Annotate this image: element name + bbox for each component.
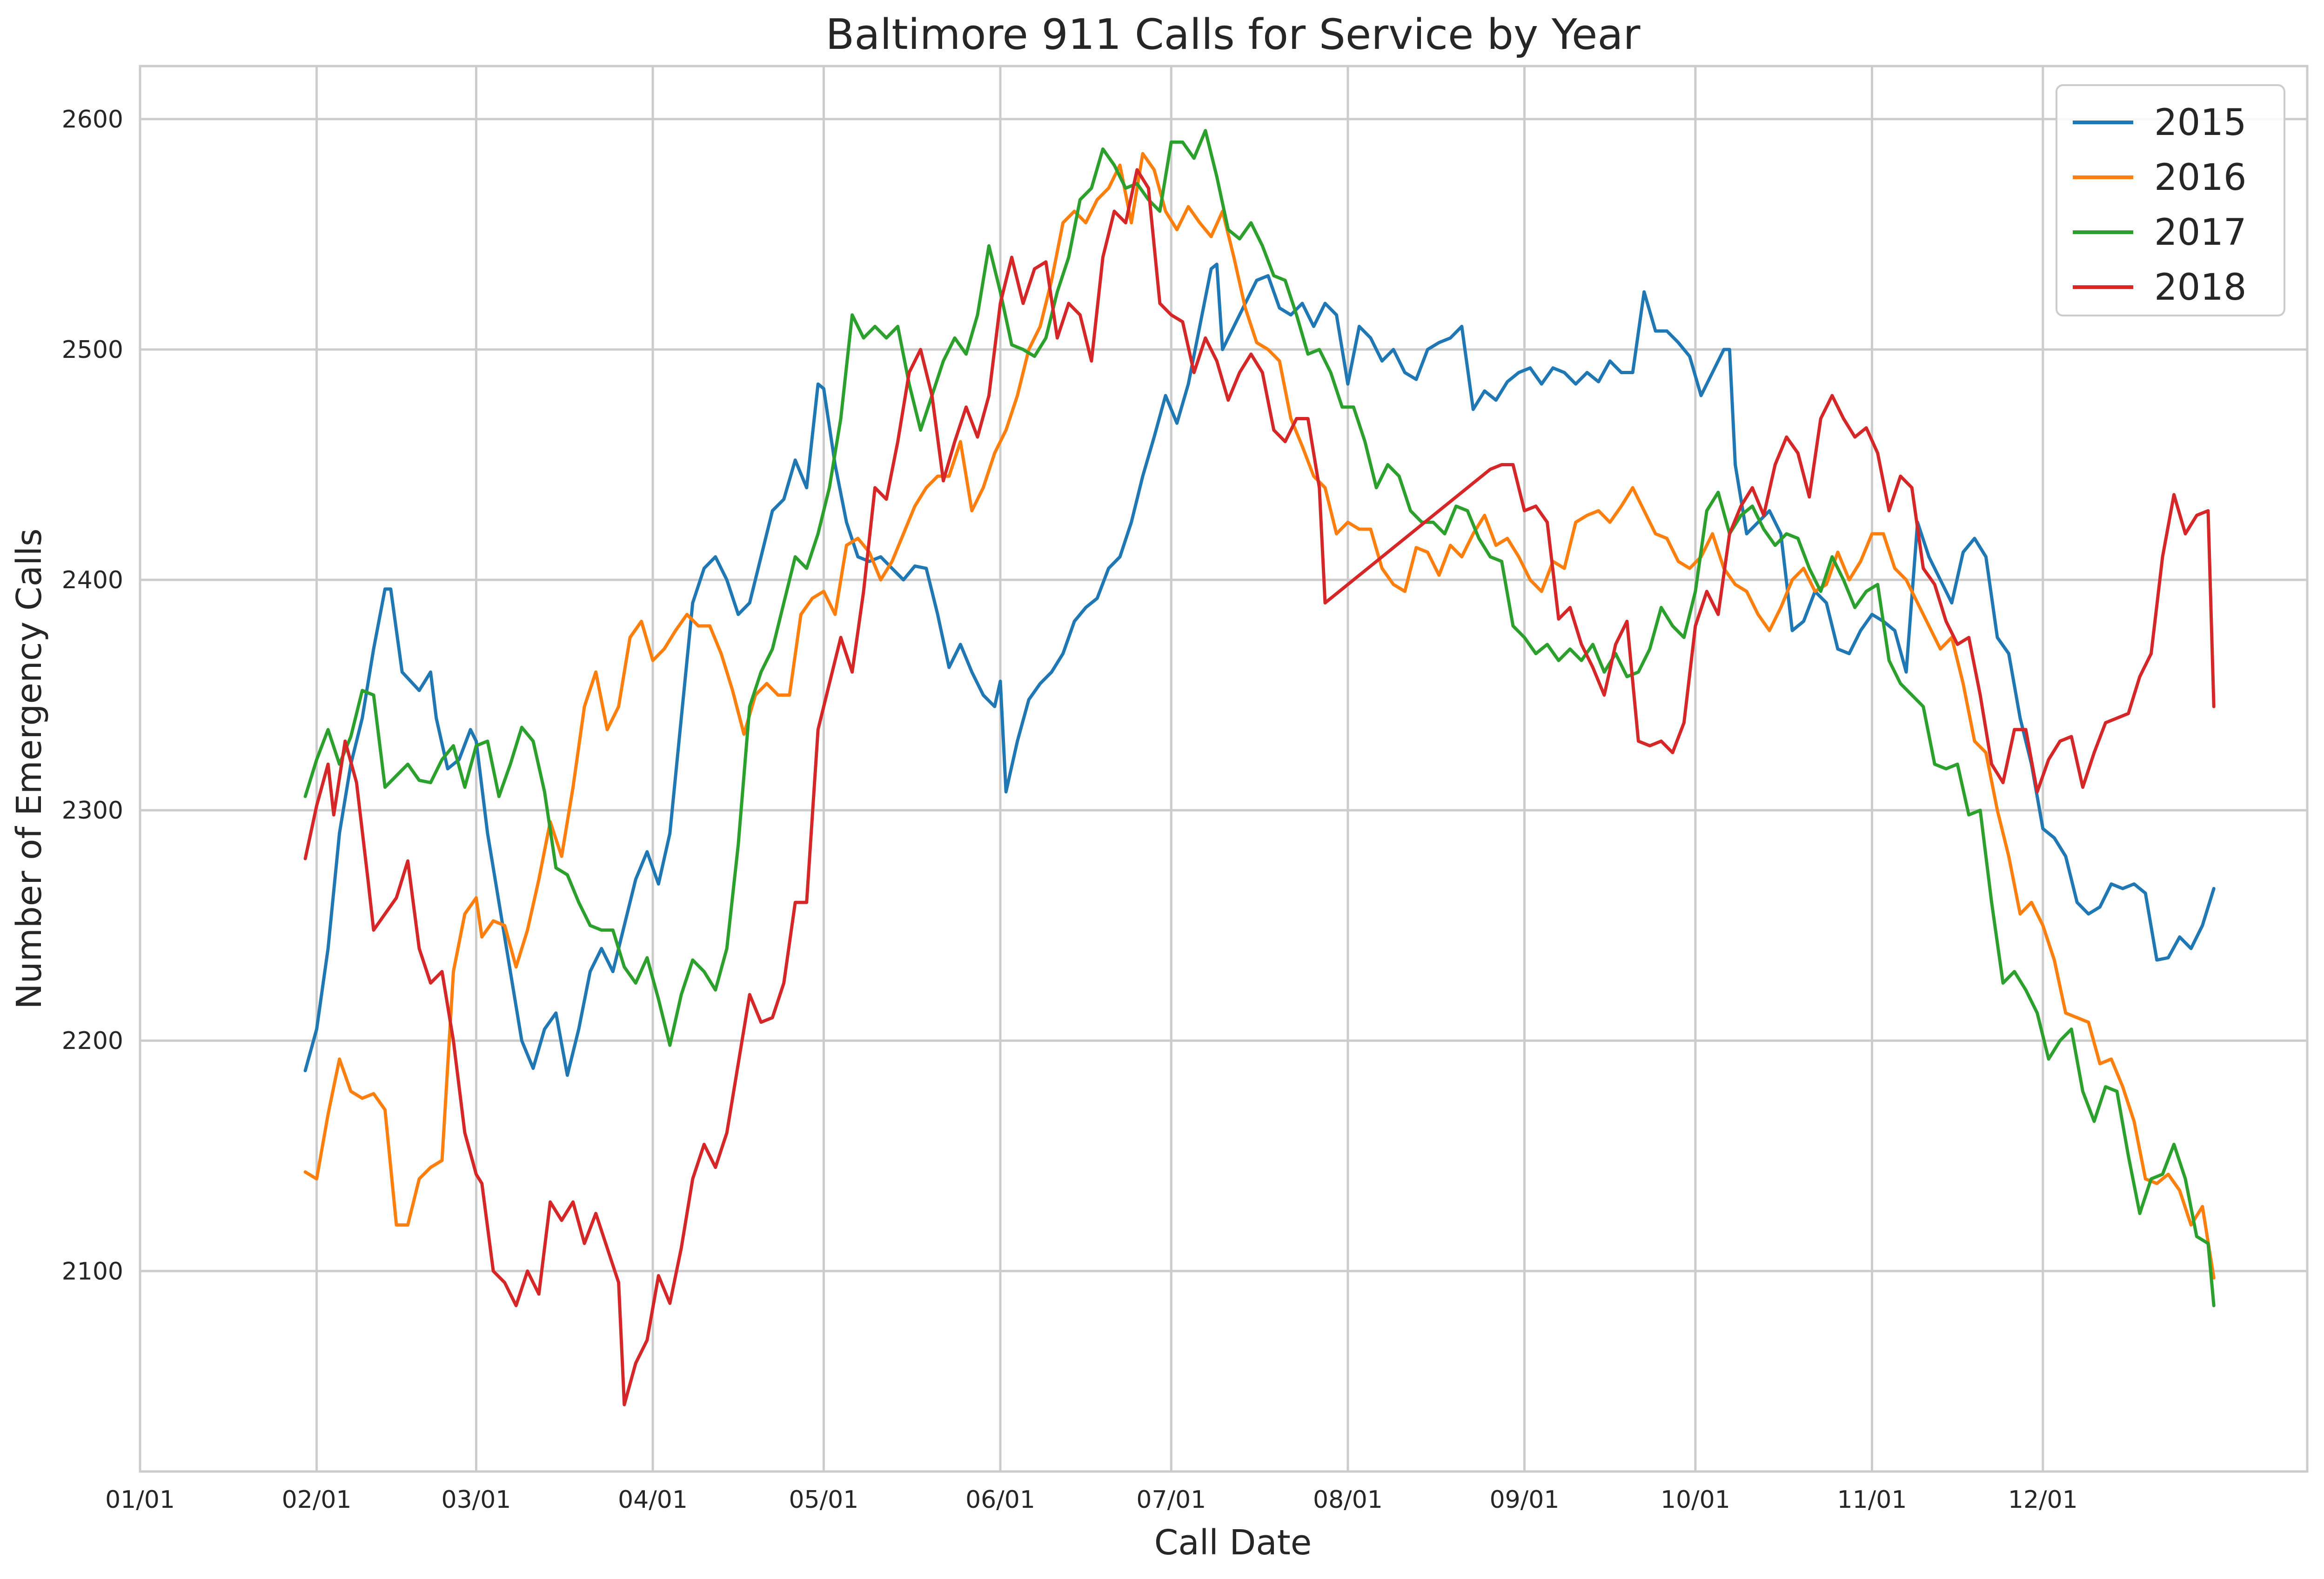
legend-label-2016: 2016 (2154, 157, 2247, 199)
series-lines (303, 129, 2216, 1406)
legend: 2015 2016 2017 2018 (2056, 84, 2285, 316)
series-line-2018 (303, 168, 2216, 1406)
x-axis-label: Call Date (1154, 1523, 1312, 1563)
y-tick-label: 2100 (62, 1257, 123, 1285)
series-line-2017 (303, 129, 2216, 1307)
plot-border (139, 65, 2309, 1473)
x-tick-label: 10/01 (1661, 1486, 1730, 1514)
grid-lines (139, 66, 2307, 1471)
x-tick-label: 07/01 (1136, 1486, 1206, 1514)
x-tick-label: 05/01 (789, 1486, 858, 1514)
x-tick-label: 02/01 (282, 1486, 352, 1514)
chart-title: Baltimore 911 Calls for Service by Year (826, 10, 1641, 59)
x-tick-label: 12/01 (2008, 1486, 2078, 1514)
y-tick-labels: 2100 2200 2300 2400 2500 2600 (62, 106, 123, 1285)
legend-label-2017: 2017 (2154, 212, 2247, 254)
x-tick-label: 11/01 (1837, 1486, 1907, 1514)
x-tick-label: 03/01 (442, 1486, 511, 1514)
y-tick-label: 2300 (62, 797, 123, 825)
x-tick-label: 06/01 (965, 1486, 1035, 1514)
y-axis-label: Number of Emergency Calls (9, 528, 49, 1009)
legend-label-2015: 2015 (2154, 102, 2247, 144)
series-line-2016 (303, 152, 2216, 1280)
x-tick-label: 08/01 (1313, 1486, 1383, 1514)
y-tick-label: 2600 (62, 106, 123, 134)
y-tick-label: 2400 (62, 566, 123, 594)
y-tick-label: 2500 (62, 336, 123, 364)
x-tick-label: 09/01 (1490, 1486, 1560, 1514)
plot-area (140, 66, 2307, 1471)
x-tick-label: 04/01 (618, 1486, 688, 1514)
x-tick-label: 01/01 (105, 1486, 175, 1514)
y-tick-label: 2200 (62, 1027, 123, 1055)
legend-label-2018: 2018 (2154, 267, 2247, 309)
x-tick-labels: 01/01 02/01 03/01 04/01 05/01 06/01 07/01 08/01… (105, 1486, 2078, 1514)
legend-box (2056, 84, 2285, 316)
